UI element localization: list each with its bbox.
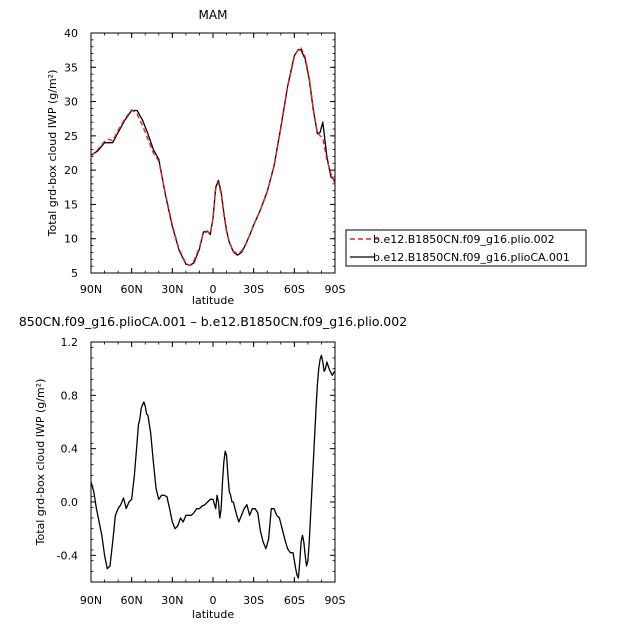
top-plot-frame — [90, 32, 336, 274]
y-tick-label: 20 — [64, 164, 78, 177]
top-series-lines — [90, 47, 336, 267]
bottom-plot-frame — [90, 341, 336, 583]
y-tick-label: 10 — [64, 233, 78, 246]
bottom-panel: 850CN.f09_g16.plioCA.001 – b.e12.B1850CN… — [19, 314, 407, 621]
y-tick-label: 0.4 — [61, 443, 79, 456]
x-tick-label: 30S — [243, 594, 264, 607]
top-x-tick-labels: 90N 60N 30N 0 30S 60S 90S — [80, 283, 346, 296]
x-tick-label: 90S — [325, 594, 346, 607]
bottom-axis-ticks — [90, 341, 336, 583]
y-tick-label: 40 — [64, 27, 78, 40]
y-tick-label: -0.4 — [57, 549, 78, 562]
y-tick-label: 1.2 — [61, 336, 79, 349]
x-tick-label: 30S — [243, 283, 264, 296]
y-tick-label: 0.8 — [61, 389, 79, 402]
x-tick-label: 30N — [161, 283, 183, 296]
x-tick-label: 0 — [210, 594, 217, 607]
bottom-series-line-0 — [90, 354, 336, 579]
top-series-line-0 — [90, 47, 336, 267]
x-tick-label: 60S — [284, 594, 305, 607]
legend: b.e12.B1850CN.f09_g16.plio.002 b.e12.B18… — [345, 229, 587, 267]
top-axis-ticks — [90, 32, 336, 274]
y-tick-label: 35 — [64, 61, 78, 74]
bottom-series-lines — [90, 354, 336, 579]
legend-label-plio-002: b.e12.B1850CN.f09_g16.plio.002 — [373, 233, 555, 246]
y-tick-label: 5 — [71, 267, 78, 280]
x-tick-label: 90S — [325, 283, 346, 296]
x-tick-label: 90N — [80, 594, 102, 607]
x-tick-label: 0 — [210, 283, 217, 296]
legend-box — [345, 229, 587, 267]
x-tick-label: 60S — [284, 283, 305, 296]
y-tick-label: 0.0 — [61, 496, 79, 509]
top-y-tick-labels: 5 10 15 20 25 30 35 40 — [64, 27, 78, 280]
bottom-x-axis-label: latitude — [192, 608, 234, 621]
y-tick-label: 30 — [64, 96, 78, 109]
top-x-axis-label: latitude — [192, 294, 234, 307]
top-y-axis-label: Total grd-box cloud IWP (g/m²) — [46, 70, 59, 238]
top-series-line-1 — [90, 48, 336, 267]
x-tick-label: 60N — [121, 594, 143, 607]
x-tick-label: 30N — [161, 594, 183, 607]
bottom-x-tick-labels: 90N 60N 30N 0 30S 60S 90S — [80, 594, 346, 607]
y-tick-label: 15 — [64, 198, 78, 211]
top-title: MAM — [199, 8, 228, 22]
bottom-y-tick-labels: -0.4 0.0 0.4 0.8 1.2 — [57, 336, 78, 562]
x-tick-label: 90N — [80, 283, 102, 296]
bottom-y-axis-label: Total grd-box cloud IWP (g/m²) — [34, 379, 47, 547]
bottom-title: 850CN.f09_g16.plioCA.001 – b.e12.B1850CN… — [19, 314, 407, 329]
y-tick-label: 25 — [64, 130, 78, 143]
x-tick-label: 60N — [121, 283, 143, 296]
legend-label-plioca-001: b.e12.B1850CN.f09_g16.plioCA.001 — [373, 251, 570, 264]
